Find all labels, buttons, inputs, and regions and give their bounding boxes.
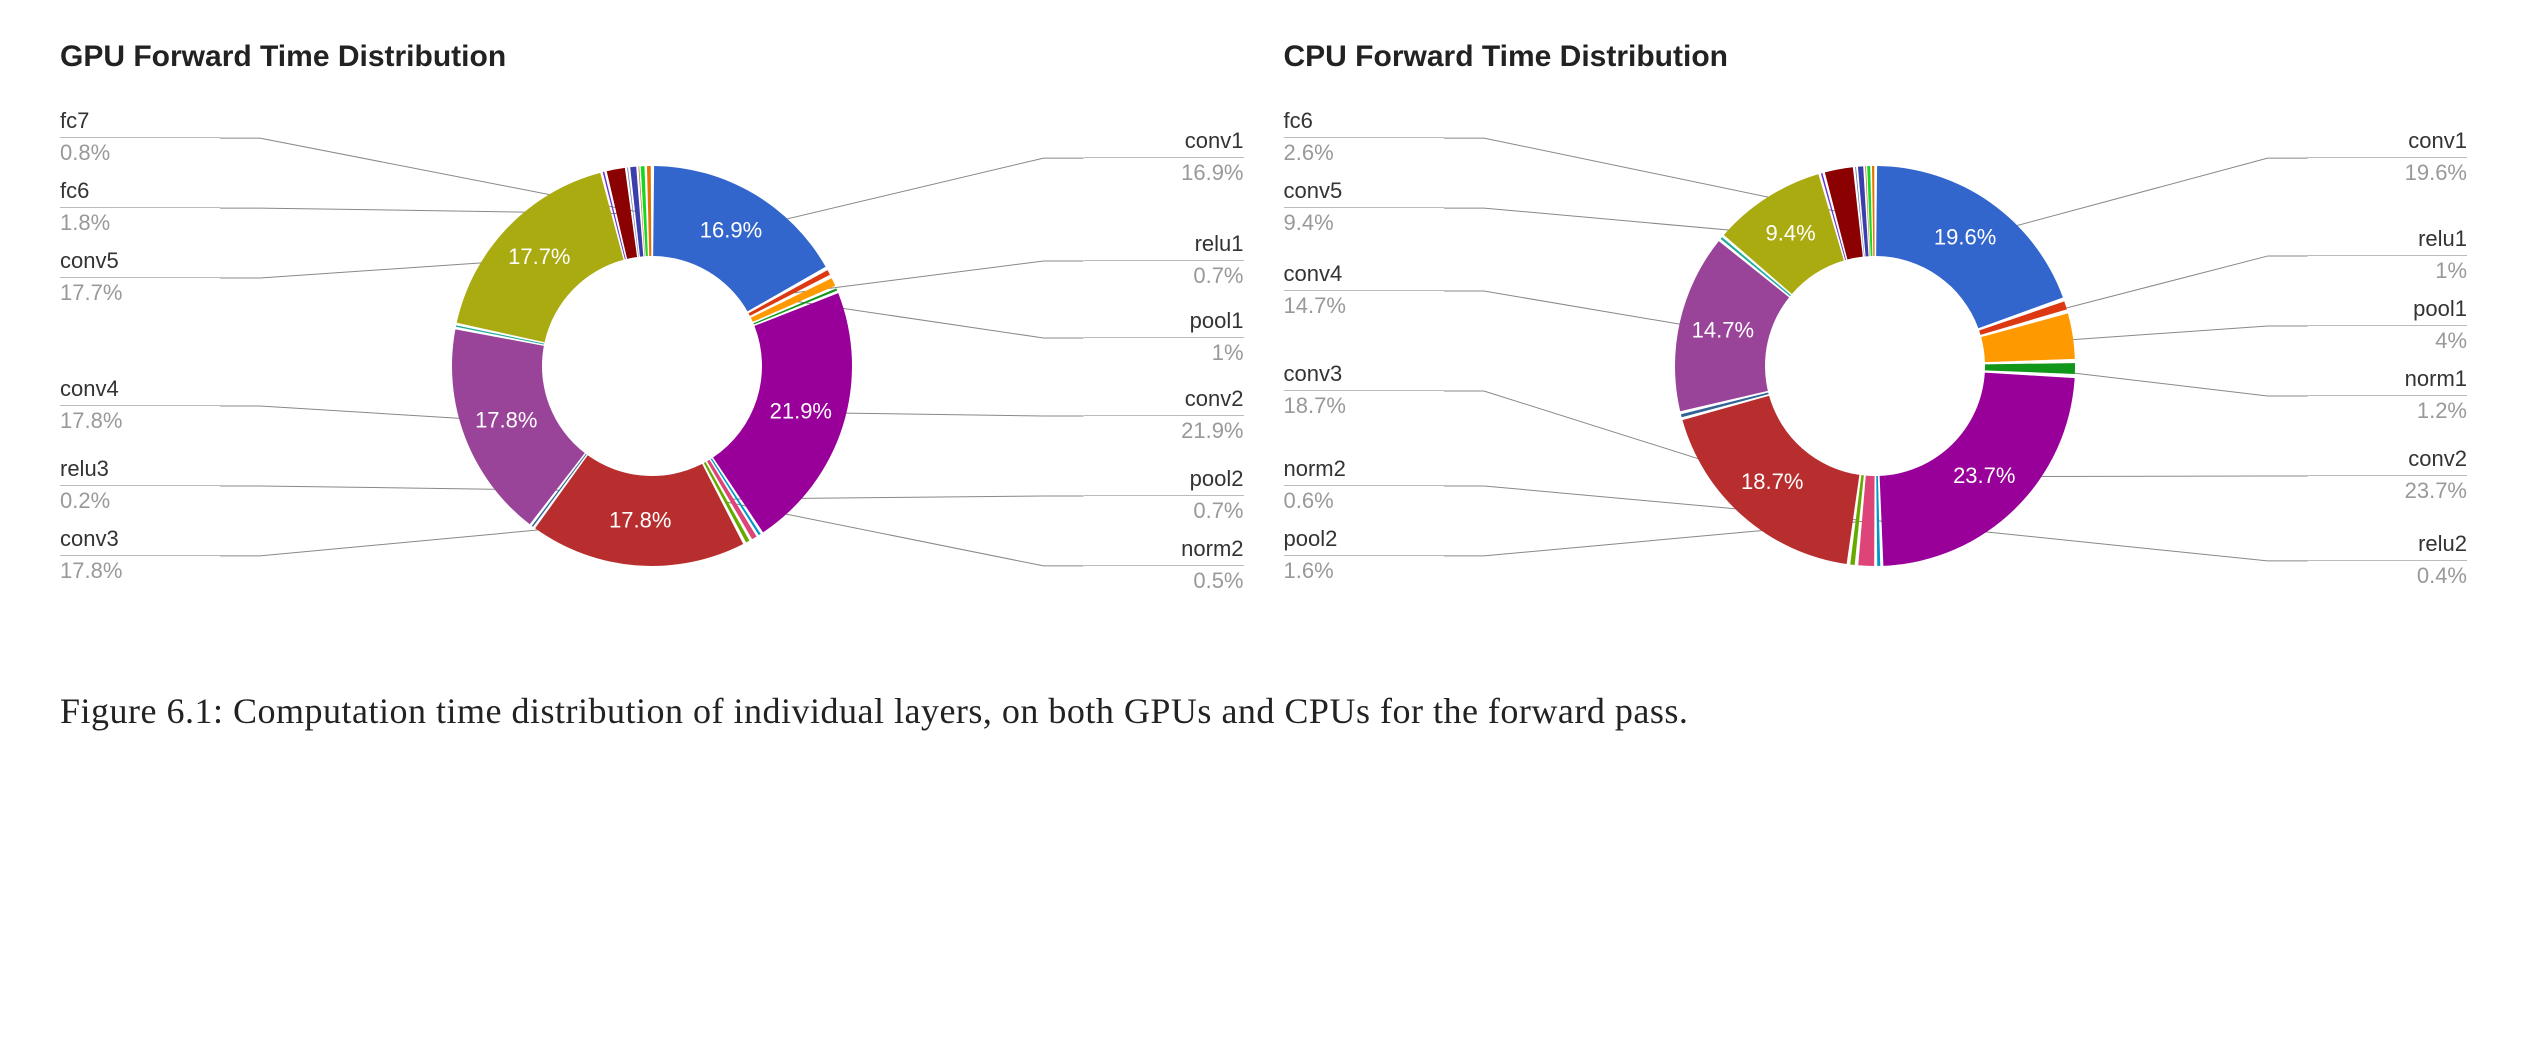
callout-pct: 1% — [2307, 258, 2467, 283]
slice-label-conv5: 9.4% — [1766, 221, 1816, 246]
callout-relu2: relu2 0.4% — [2307, 531, 2467, 589]
slice-label-conv2: 21.9% — [769, 399, 831, 424]
callout-pct: 19.6% — [2307, 160, 2467, 185]
callout-relu3: relu3 0.2% — [60, 456, 220, 514]
callout-label: fc7 — [60, 108, 220, 133]
callout-label: norm2 — [1284, 456, 1444, 481]
gpu-donut: 16.9% 21.9% 17.8% 17.8% 17.7% — [442, 156, 862, 576]
slice-label-conv2: 23.7% — [1953, 463, 2015, 488]
callout-pct: 23.7% — [2307, 478, 2467, 503]
callout-label: pool1 — [2307, 296, 2467, 321]
callout-label: conv1 — [2307, 128, 2467, 153]
callout-label: pool2 — [1084, 466, 1244, 491]
slice-prob — [1872, 166, 1875, 256]
slice-label-conv1: 19.6% — [1934, 224, 1996, 249]
callout-label: conv4 — [1284, 261, 1444, 286]
slice-label-conv3: 18.7% — [1741, 469, 1803, 494]
callout-pct: 21.9% — [1084, 418, 1244, 443]
slice-label-conv4: 17.8% — [475, 407, 537, 432]
slice-label-conv4: 14.7% — [1692, 317, 1754, 342]
callout-pct: 0.4% — [2307, 563, 2467, 588]
callout-fc7: fc7 0.8% — [60, 108, 220, 166]
callout-pct: 17.8% — [60, 558, 220, 583]
callout-pct: 0.7% — [1084, 263, 1244, 288]
callout-fc6: fc6 1.8% — [60, 178, 220, 236]
callout-label: relu1 — [2307, 226, 2467, 251]
callout-pool2: pool2 0.7% — [1084, 466, 1244, 524]
figure-caption: Figure 6.1: Computation time distributio… — [60, 686, 2467, 736]
callout-conv5: conv5 17.7% — [60, 248, 220, 306]
slice-prob — [647, 166, 651, 256]
callout-pct: 1.6% — [1284, 558, 1444, 583]
callout-relu1: relu1 0.7% — [1084, 231, 1244, 289]
gpu-chart-title: GPU Forward Time Distribution — [60, 40, 1244, 74]
callout-label: conv2 — [1084, 386, 1244, 411]
cpu-chart-body: 19.6% 23.7% 18.7% 14.7% 9.4% fc6 2.6% conv5 9.4… — [1284, 86, 2468, 646]
callout-pct: 0.6% — [1284, 488, 1444, 513]
callout-pct: 9.4% — [1284, 210, 1444, 235]
callout-pct: 18.7% — [1284, 393, 1444, 418]
callout-pool1: pool1 1% — [1084, 308, 1244, 366]
cpu-donut: 19.6% 23.7% 18.7% 14.7% 9.4% — [1665, 156, 2085, 576]
callout-pct: 1% — [1084, 340, 1244, 365]
callout-relu1: relu1 1% — [2307, 226, 2467, 284]
callout-conv3: conv3 17.8% — [60, 526, 220, 584]
callout-conv1: conv1 19.6% — [2307, 128, 2467, 186]
callout-label: relu3 — [60, 456, 220, 481]
callout-pct: 1.2% — [2307, 398, 2467, 423]
callout-pct: 1.8% — [60, 210, 220, 235]
callout-pct: 0.5% — [1084, 568, 1244, 593]
callout-label: conv5 — [1284, 178, 1444, 203]
callout-label: conv2 — [2307, 446, 2467, 471]
callout-label: norm1 — [2307, 366, 2467, 391]
callout-conv4: conv4 17.8% — [60, 376, 220, 434]
callout-pct: 14.7% — [1284, 293, 1444, 318]
callout-pct: 16.9% — [1084, 160, 1244, 185]
callout-label: relu1 — [1084, 231, 1244, 256]
callout-label: norm2 — [1084, 536, 1244, 561]
callout-label: pool1 — [1084, 308, 1244, 333]
callout-conv1: conv1 16.9% — [1084, 128, 1244, 186]
callout-conv5: conv5 9.4% — [1284, 178, 1444, 236]
callout-label: pool2 — [1284, 526, 1444, 551]
cpu-chart-title: CPU Forward Time Distribution — [1284, 40, 2468, 74]
callout-norm2: norm2 0.5% — [1084, 536, 1244, 594]
callout-conv4: conv4 14.7% — [1284, 261, 1444, 319]
callout-label: conv4 — [60, 376, 220, 401]
callout-label: fc6 — [1284, 108, 1444, 133]
callout-norm2: norm2 0.6% — [1284, 456, 1444, 514]
callout-pct: 0.7% — [1084, 498, 1244, 523]
callout-label: conv1 — [1084, 128, 1244, 153]
callout-pct: 0.8% — [60, 140, 220, 165]
callout-label: conv3 — [60, 526, 220, 551]
callout-conv3: conv3 18.7% — [1284, 361, 1444, 419]
slice-label-conv1: 16.9% — [700, 217, 762, 242]
callout-pct: 2.6% — [1284, 140, 1444, 165]
slice-label-conv3: 17.8% — [609, 507, 671, 532]
callout-pct: 4% — [2307, 328, 2467, 353]
callout-conv2: conv2 23.7% — [2307, 446, 2467, 504]
gpu-chart-block: GPU Forward Time Distribution 16.9% 21.9%… — [60, 40, 1244, 646]
cpu-chart-block: CPU Forward Time Distribution 19.6% 23.7%… — [1284, 40, 2468, 646]
slice-label-conv5: 17.7% — [508, 244, 570, 269]
slice-relu2 — [1876, 476, 1880, 566]
callout-pool2: pool2 1.6% — [1284, 526, 1444, 584]
callout-label: conv5 — [60, 248, 220, 273]
callout-label: fc6 — [60, 178, 220, 203]
gpu-chart-body: 16.9% 21.9% 17.8% 17.8% 17.7% fc7 0.8% fc6 1.8%… — [60, 86, 1244, 646]
callout-pct: 0.2% — [60, 488, 220, 513]
callout-pool1: pool1 4% — [2307, 296, 2467, 354]
callout-pct: 17.8% — [60, 408, 220, 433]
slice-norm1 — [1985, 363, 2075, 374]
callout-label: relu2 — [2307, 531, 2467, 556]
callout-pct: 17.7% — [60, 280, 220, 305]
callout-label: conv3 — [1284, 361, 1444, 386]
callout-conv2: conv2 21.9% — [1084, 386, 1244, 444]
callout-norm1: norm1 1.2% — [2307, 366, 2467, 424]
callout-fc6: fc6 2.6% — [1284, 108, 1444, 166]
charts-row: GPU Forward Time Distribution 16.9% 21.9%… — [60, 40, 2467, 646]
